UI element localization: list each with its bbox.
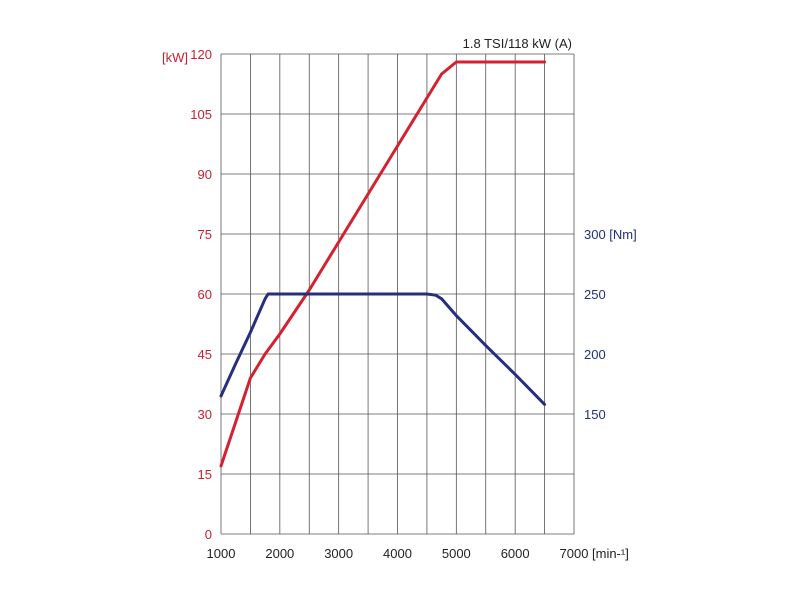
x-tick-label: 5000 — [442, 546, 471, 561]
y-left-tick-label: 15 — [198, 467, 212, 482]
chart-title: 1.8 TSI/118 kW (A) — [463, 36, 572, 51]
x-tick-label: 4000 — [383, 546, 412, 561]
x-tick-label: 2000 — [265, 546, 294, 561]
x-unit-label: [min-¹] — [592, 546, 629, 561]
x-tick-label: 7000 — [560, 546, 589, 561]
y-left-unit-label: [kW] — [162, 50, 188, 65]
y-left-tick-label: 75 — [198, 227, 212, 242]
power-curve — [219, 60, 547, 468]
axes: 1000 2000 3000 4000 5000 6000 7000 0 15 30 45 60 75 9… — [190, 47, 636, 561]
x-tick-label: 1000 — [207, 546, 236, 561]
y-left-tick-label: 0 — [205, 527, 212, 542]
x-tick-label: 6000 — [501, 546, 530, 561]
series-group — [219, 60, 547, 468]
y-left-tick-label: 60 — [198, 287, 212, 302]
y-right-tick-label: 200 — [584, 347, 606, 362]
y-left-tick-label: 120 — [190, 47, 212, 62]
x-tick-label: 3000 — [324, 546, 353, 561]
torque-curve — [219, 292, 547, 406]
y-right-tick-label: 150 — [584, 407, 606, 422]
y-left-tick-label: 30 — [198, 407, 212, 422]
y-right-tick-label: 250 — [584, 287, 606, 302]
y-right-tick-label: 300 [Nm] — [584, 227, 637, 242]
y-left-tick-label: 45 — [198, 347, 212, 362]
y-left-tick-label: 105 — [190, 107, 212, 122]
y-left-tick-label: 90 — [198, 167, 212, 182]
